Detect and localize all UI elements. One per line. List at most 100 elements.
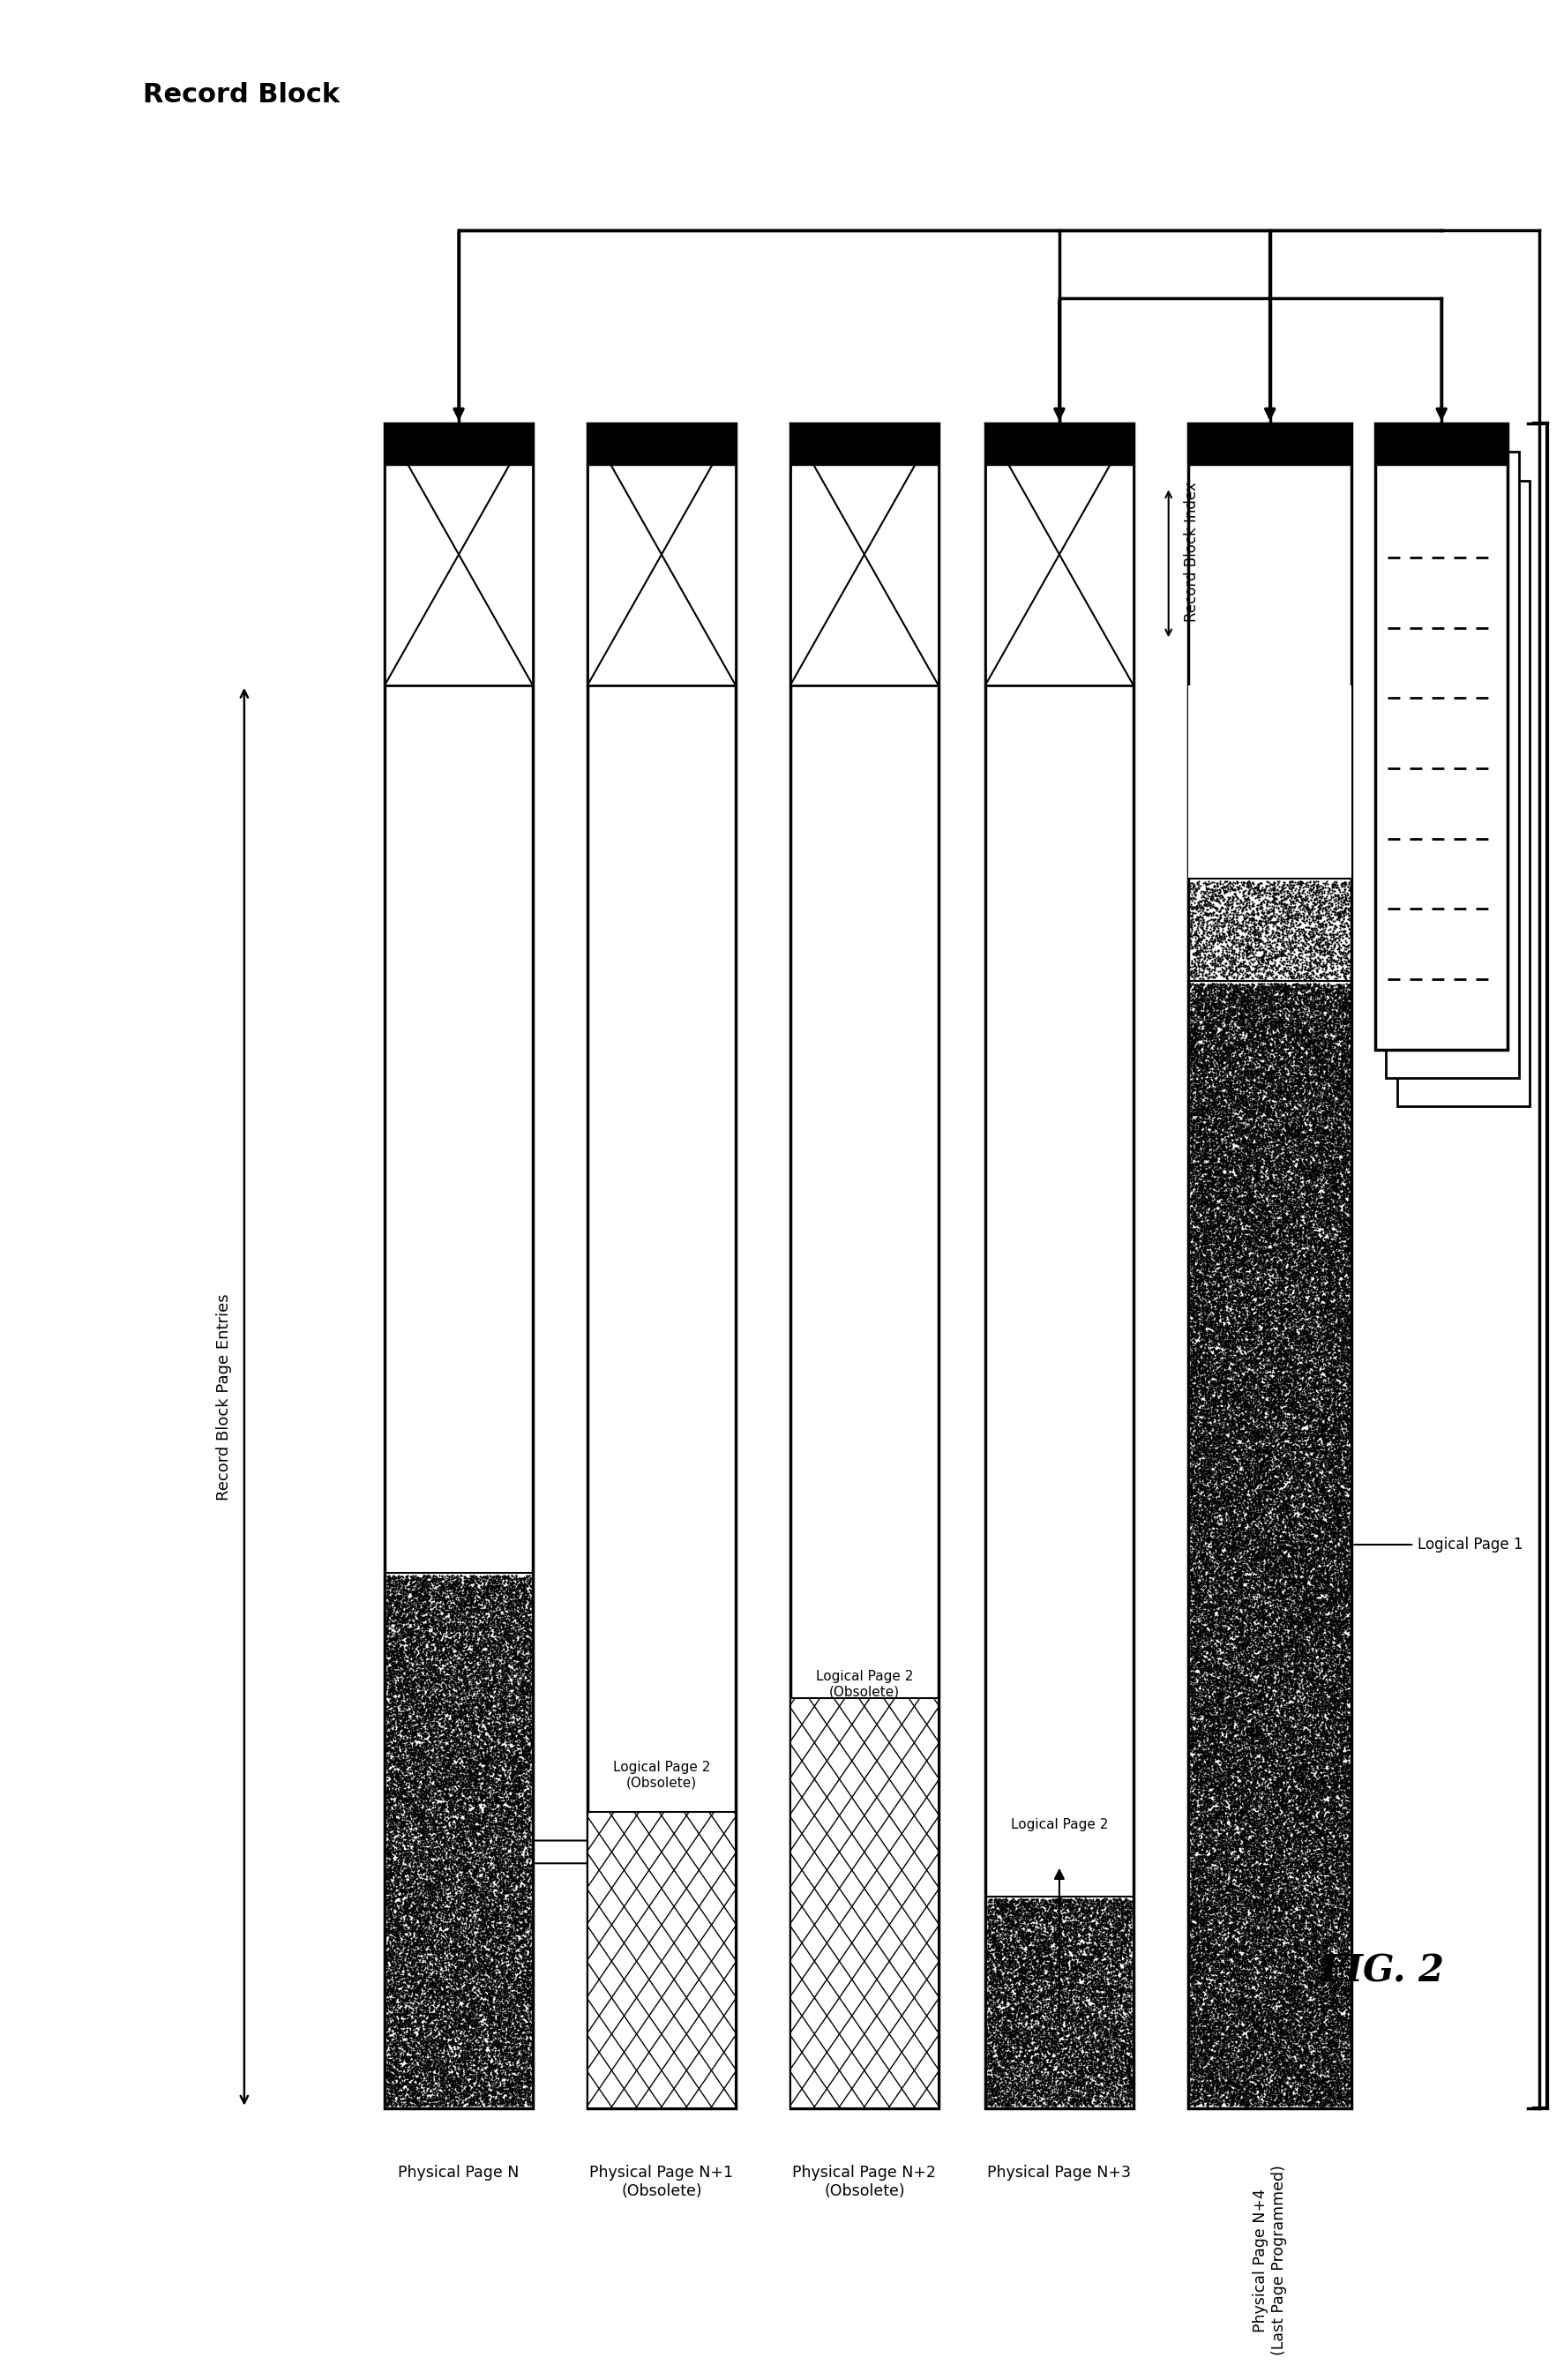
Point [1248,1678,1273,1716]
Point [1326,1975,1351,2013]
Point [1242,1073,1267,1111]
Point [421,1830,446,1868]
Point [452,1740,477,1778]
Point [1203,1966,1228,2004]
Point [421,1902,446,1940]
Point [1334,1549,1359,1587]
Point [1211,1518,1236,1557]
Point [1245,1680,1270,1718]
Point [1207,1507,1232,1545]
Point [1245,1726,1270,1764]
Point [1301,1411,1326,1449]
Point [402,1902,427,1940]
Point [1098,1997,1123,2035]
Point [441,2009,466,2047]
Point [1337,1749,1362,1787]
Point [1089,2037,1114,2075]
Point [1212,1142,1237,1180]
Point [424,1752,449,1790]
Point [505,1899,530,1937]
Point [375,1833,400,1871]
Point [1201,1140,1226,1178]
Point [1300,1856,1325,1894]
Point [1114,2047,1139,2085]
Point [1331,1128,1356,1166]
Point [1196,938,1221,976]
Point [1270,1561,1295,1599]
Point [1259,1471,1284,1509]
Point [1212,1654,1237,1692]
Point [1270,1823,1295,1861]
Point [1217,1316,1242,1354]
Point [1239,1728,1264,1766]
Point [429,1814,454,1852]
Point [1217,1102,1242,1140]
Point [504,1930,529,1968]
Point [424,1683,449,1721]
Point [1195,1126,1220,1164]
Point [510,1587,535,1626]
Point [1287,1542,1312,1580]
Point [1214,1840,1239,1878]
Point [421,1806,446,1844]
Point [1192,1190,1217,1228]
Point [394,1692,419,1730]
Point [490,1947,515,1985]
Point [511,1978,536,2016]
Point [1226,904,1251,942]
Point [1236,1466,1261,1504]
Point [1286,1797,1311,1835]
Point [1223,1183,1248,1221]
Point [1068,2063,1093,2102]
Point [1239,1647,1264,1685]
Point [978,1940,1003,1978]
Point [1239,1533,1264,1571]
Point [1320,1961,1345,1999]
Point [1309,1328,1334,1366]
Point [1193,1695,1218,1733]
Point [1240,1568,1265,1607]
Point [485,1728,510,1766]
Point [419,2009,444,2047]
Point [1300,1045,1325,1083]
Point [1298,1497,1323,1535]
Point [1226,1207,1251,1245]
Point [1248,1944,1273,1983]
Point [1079,1933,1104,1971]
Point [1268,1328,1293,1366]
Point [425,1890,450,1928]
Point [1265,890,1290,928]
Point [1018,2021,1043,2059]
Point [1314,1435,1339,1473]
Point [1282,1802,1308,1840]
Point [1214,1925,1239,1964]
Point [1103,2056,1128,2094]
Point [1217,1583,1242,1621]
Point [1312,1637,1337,1676]
Point [1254,2033,1279,2071]
Point [424,1983,449,2021]
Point [1242,1899,1267,1937]
Point [1026,1928,1051,1966]
Point [1292,1430,1317,1468]
Point [413,1949,438,1987]
Point [1195,1452,1220,1490]
Point [1308,1911,1333,1949]
Point [1320,1395,1345,1433]
Point [1206,1285,1231,1323]
Point [1303,1533,1328,1571]
Point [1284,1692,1309,1730]
Point [1315,1956,1340,1994]
Point [472,1845,497,1883]
Point [1309,1476,1334,1514]
Point [1254,1123,1279,1161]
Point [1253,1100,1278,1138]
Point [1062,2066,1087,2104]
Point [1217,1676,1242,1714]
Point [1326,1071,1351,1109]
Point [1256,1666,1281,1704]
Point [1270,1692,1295,1730]
Point [1190,2059,1215,2097]
Point [1201,1521,1226,1559]
Point [1204,1178,1229,1216]
